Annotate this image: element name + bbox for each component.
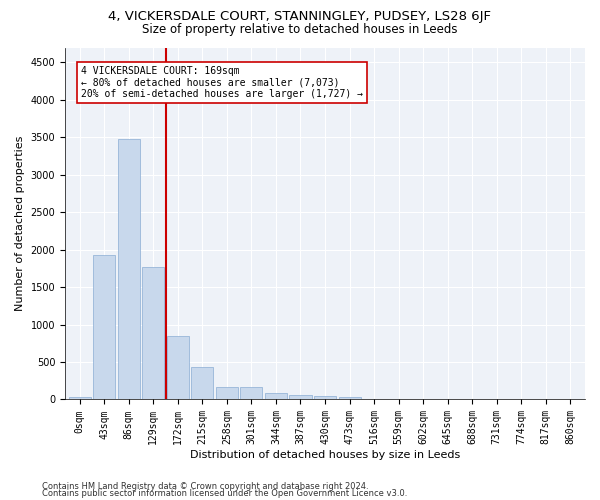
Bar xyxy=(191,366,214,400)
Bar xyxy=(142,267,164,400)
Bar xyxy=(289,396,311,400)
Text: Contains HM Land Registry data © Crown copyright and database right 2024.: Contains HM Land Registry data © Crown c… xyxy=(42,482,368,491)
Bar xyxy=(167,336,189,400)
Text: 4 VICKERSDALE COURT: 169sqm
← 80% of detached houses are smaller (7,073)
20% of : 4 VICKERSDALE COURT: 169sqm ← 80% of det… xyxy=(81,66,363,100)
Bar xyxy=(216,387,238,400)
Bar xyxy=(265,392,287,400)
Text: Contains public sector information licensed under the Open Government Licence v3: Contains public sector information licen… xyxy=(42,489,407,498)
Y-axis label: Number of detached properties: Number of detached properties xyxy=(15,136,25,311)
Bar xyxy=(118,139,140,400)
Text: Size of property relative to detached houses in Leeds: Size of property relative to detached ho… xyxy=(142,22,458,36)
Bar xyxy=(93,255,115,400)
Text: 4, VICKERSDALE COURT, STANNINGLEY, PUDSEY, LS28 6JF: 4, VICKERSDALE COURT, STANNINGLEY, PUDSE… xyxy=(109,10,491,23)
Bar xyxy=(69,397,91,400)
Bar xyxy=(338,397,361,400)
X-axis label: Distribution of detached houses by size in Leeds: Distribution of detached houses by size … xyxy=(190,450,460,460)
Bar xyxy=(314,396,336,400)
Bar xyxy=(241,387,262,400)
